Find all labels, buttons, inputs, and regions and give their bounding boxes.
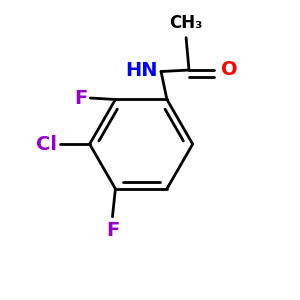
Text: O: O	[221, 60, 238, 79]
Text: HN: HN	[126, 61, 158, 80]
Text: Cl: Cl	[36, 135, 57, 154]
Text: F: F	[74, 88, 87, 107]
Text: CH₃: CH₃	[169, 14, 203, 32]
Text: F: F	[106, 221, 119, 240]
